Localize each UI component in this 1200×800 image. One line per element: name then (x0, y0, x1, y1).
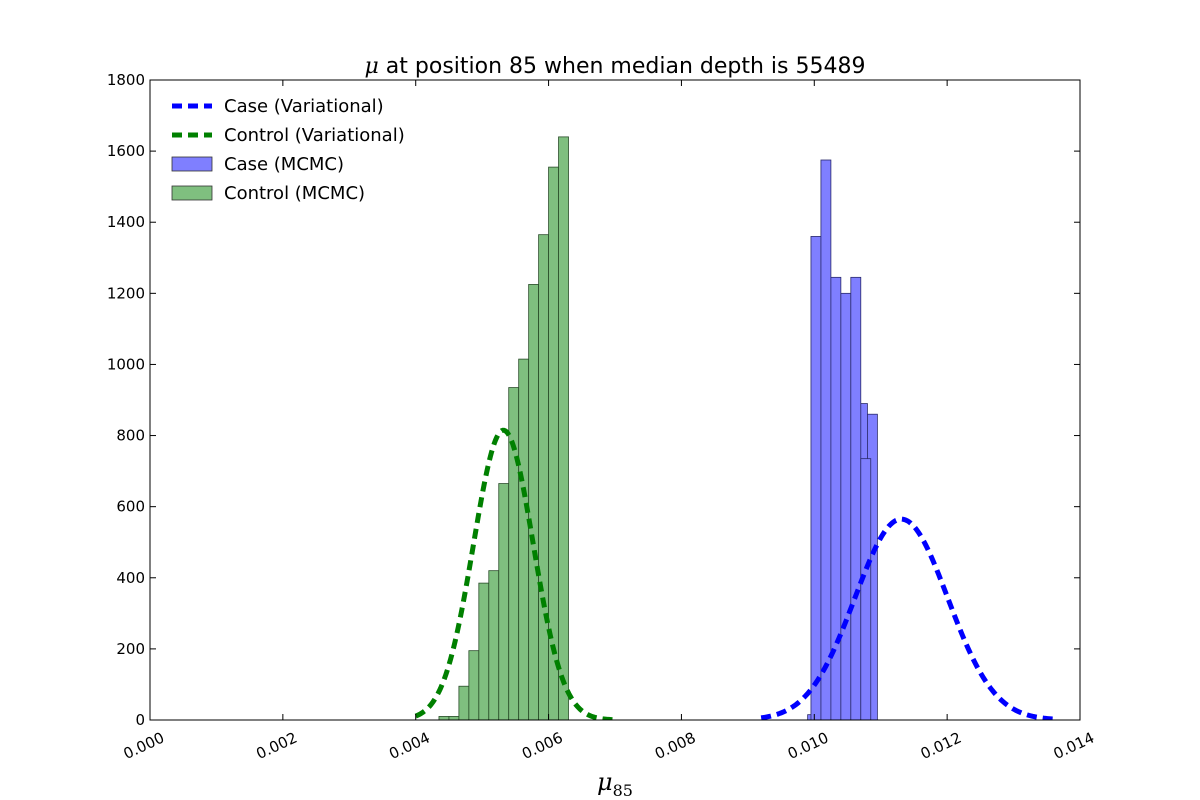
histogram-bar (508, 387, 520, 720)
variational-density-curve (414, 427, 616, 720)
legend-label: Case (MCMC) (224, 154, 344, 175)
plot-frame (149, 79, 1081, 721)
chart-title: μ at position 85 when median depth is 55… (365, 54, 866, 79)
y-tick-label: 1000 (107, 355, 145, 373)
histogram-bar (528, 284, 540, 720)
histogram-bar (850, 276, 862, 720)
histogram-bar (840, 292, 852, 720)
x-tick-label: 0.014 (1051, 729, 1098, 763)
legend-label: Control (Variational) (224, 125, 405, 146)
x-tick-label: 0.000 (121, 729, 168, 763)
y-tick-label: 1600 (107, 142, 145, 160)
legend-patch-swatch (171, 185, 213, 201)
histogram-bar (478, 582, 490, 720)
variational-density-curve (760, 516, 1057, 720)
histogram-bar (448, 716, 460, 720)
x-axis-label: μ85 (597, 768, 633, 800)
y-tick-label: 800 (116, 427, 145, 445)
x-axis-label-subscript: 85 (613, 781, 633, 800)
x-axis-label-symbol: μ (597, 768, 613, 796)
x-tick-label: 0.004 (386, 729, 433, 763)
y-tick-label: 1200 (107, 284, 145, 302)
histogram-bar (860, 458, 872, 720)
y-tick-label: 200 (116, 640, 145, 658)
x-tick-label: 0.010 (785, 729, 832, 763)
histogram-bar (488, 570, 500, 720)
y-tick-label: 1800 (107, 71, 145, 89)
x-tick-label: 0.006 (519, 729, 566, 763)
histogram-bar (538, 234, 549, 720)
histogram-bar (498, 483, 510, 720)
histogram-bar (820, 159, 832, 720)
legend-label: Control (MCMC) (224, 183, 365, 204)
histogram-bar (518, 358, 530, 720)
y-tick-label: 400 (116, 569, 145, 587)
x-tick-label: 0.002 (253, 729, 300, 763)
chart-title-symbol: μ (365, 54, 379, 79)
legend-label: Case (Variational) (224, 96, 384, 117)
histogram-bar (458, 685, 470, 720)
y-tick-label: 0 (135, 711, 145, 729)
histogram-bar (438, 716, 450, 720)
plot-area (414, 136, 1057, 720)
histogram-bar (810, 236, 822, 720)
y-tick-label: 600 (116, 498, 145, 516)
legend: Case (Variational) Control (Variational) C… (171, 96, 405, 204)
plot-inner (414, 136, 1057, 720)
legend-patch-swatch (171, 156, 213, 172)
x-tick-label: 0.012 (918, 729, 965, 763)
chart-title-text: at position 85 when median depth is 5548… (379, 54, 866, 79)
histogram-bar (468, 650, 480, 720)
histogram-bar (558, 136, 569, 720)
x-tick-label: 0.008 (652, 729, 699, 763)
y-tick-label: 1400 (107, 213, 145, 231)
